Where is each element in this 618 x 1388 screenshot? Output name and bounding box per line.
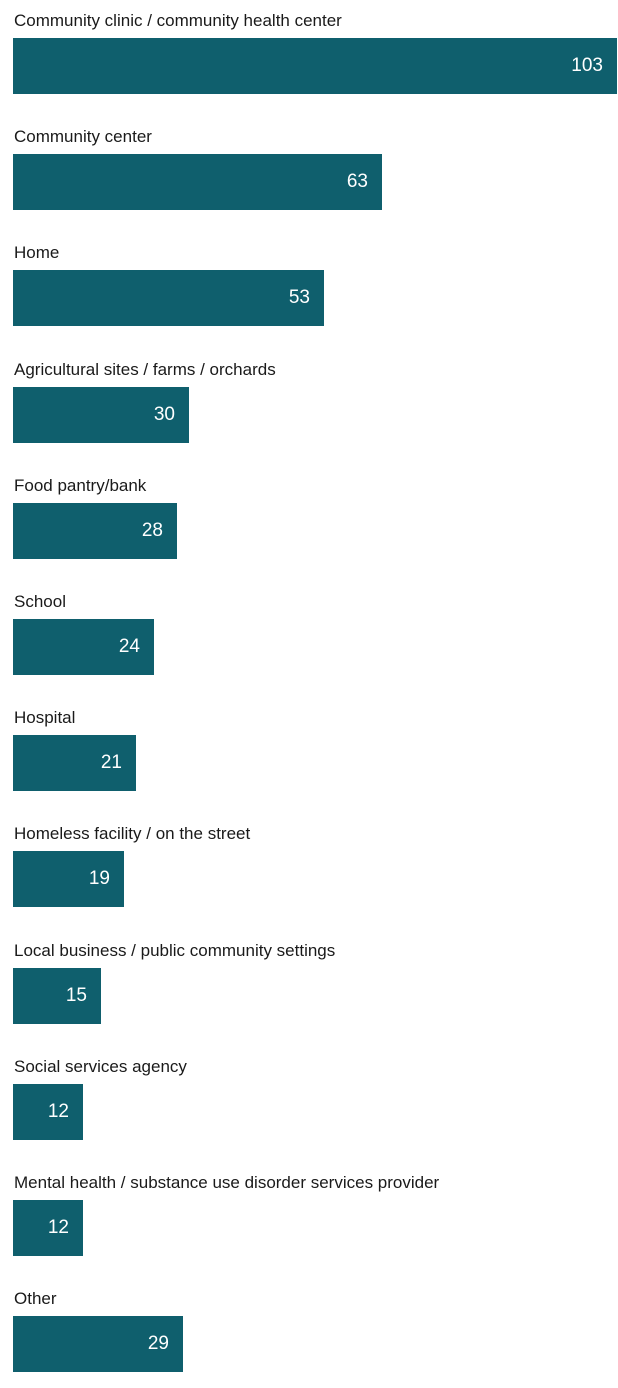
bar-row: School 24 [0, 581, 618, 691]
bar-value-label: 29 [147, 1333, 169, 1355]
category-label: Agricultural sites / farms / orchards [14, 359, 276, 379]
category-label: Homeless facility / on the street [14, 824, 251, 844]
bar: 24 [13, 619, 154, 675]
bar-value-label: 21 [100, 752, 122, 774]
bar: 103 [13, 38, 617, 94]
bar-row: Mental health / substance use disorder s… [0, 1162, 618, 1272]
category-label: Hospital [14, 708, 76, 728]
category-label: Local business / public community settin… [14, 940, 336, 960]
bar-value-label: 28 [141, 519, 163, 541]
bar: 19 [13, 851, 124, 908]
bar-row: Food pantry/bank 28 [0, 465, 618, 575]
bar-row: Social services agency 12 [0, 1046, 618, 1156]
bar: 53 [13, 270, 324, 327]
category-label: Other [14, 1289, 57, 1309]
bar-row: Community clinic / community health cent… [0, 0, 618, 110]
bar-row: Agricultural sites / farms / orchards 30 [0, 349, 618, 459]
bar: 29 [13, 1316, 183, 1373]
bar: 15 [13, 967, 101, 1024]
bar: 12 [13, 1083, 83, 1140]
bar: 21 [13, 735, 136, 792]
category-label: Social services agency [14, 1056, 187, 1076]
bar-row: Home 53 [0, 232, 618, 342]
bar-value-label: 12 [47, 1217, 69, 1238]
category-label: Mental health / substance use disorder s… [14, 1173, 440, 1192]
category-label: Food pantry/bank [14, 475, 147, 495]
bar-value-label: 15 [65, 984, 87, 1006]
category-label: School [14, 592, 66, 611]
bar: 63 [13, 154, 382, 211]
category-label: Community center [14, 127, 152, 147]
bar-row: Local business / public community settin… [0, 930, 618, 1040]
bar-value-label: 53 [288, 287, 310, 309]
bar-value-label: 19 [88, 868, 110, 890]
bar: 28 [13, 502, 177, 559]
category-label: Community clinic / community health cent… [14, 11, 342, 30]
bar-value-label: 63 [346, 171, 368, 193]
bar-row: Community center 63 [0, 116, 618, 226]
bar-row: Homeless facility / on the street 19 [0, 813, 618, 923]
bar-value-label: 103 [571, 55, 603, 76]
bar-value-label: 12 [47, 1100, 69, 1122]
bar: 30 [13, 386, 189, 443]
bar-row: Hospital 21 [0, 697, 618, 807]
bar-value-label: 24 [118, 636, 140, 657]
bar: 12 [13, 1200, 83, 1256]
category-label: Home [14, 243, 60, 263]
bar-value-label: 30 [153, 403, 175, 425]
bar-row: Other 29 [0, 1278, 618, 1388]
